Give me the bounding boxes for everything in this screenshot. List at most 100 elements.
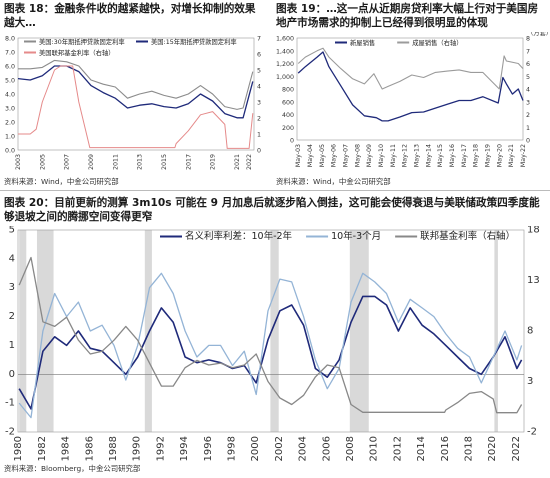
y-left-tick-label: 1.0 <box>5 134 15 141</box>
x-tick-label: May-10 <box>378 144 385 167</box>
x-tick-label: 2010 <box>369 436 380 461</box>
legend-label: 新屋销售 <box>350 38 375 47</box>
plot-frame <box>17 37 255 151</box>
x-tick-label: 2022 <box>511 436 522 461</box>
series-line <box>17 65 254 119</box>
y-left-tick-label: 6.0 <box>5 64 15 71</box>
y-right-tick-label: 8 <box>526 36 530 43</box>
x-tick-label: May-11 <box>390 144 397 167</box>
y-right-tick-label: 5 <box>526 74 530 81</box>
x-tick-label: May-18 <box>473 144 480 167</box>
x-tick-label: May-12 <box>402 144 409 167</box>
legend-label: 名义利率利差：10年-2年 <box>185 230 293 242</box>
y-right-tick-label: 7 <box>257 36 261 43</box>
legend-label: 10年-3个月 <box>331 230 381 242</box>
y-left-tick-label: 1,600 <box>276 36 294 43</box>
y-right-tick-label: 4 <box>257 84 261 91</box>
x-tick-label: 1990 <box>132 436 143 461</box>
x-tick-label: 1996 <box>203 436 214 461</box>
x-tick-label: 2012 <box>392 436 403 461</box>
x-tick-label: 1994 <box>179 436 190 461</box>
y-left-tick-label: 5 <box>9 226 15 236</box>
recession-band <box>144 230 152 432</box>
figure19-title: 图表 19：…这一点从近期房贷利率大幅上行对于美国房地产市场需求的抑制上已经得到… <box>276 3 539 29</box>
y-right-tick-label: 13 <box>527 275 540 286</box>
figure18-chart: 0.0 1.0 2.0 3.0 4.0 5.0 6.0 7.0 8.0 0 1 2 3 4 5 6 7 2003 2… <box>5 36 261 171</box>
x-tick-label: 2011 <box>112 154 119 170</box>
divider <box>0 190 550 191</box>
x-tick-label: 2021 <box>234 154 241 170</box>
figure19-chart: 0 200 400 600 800 1,000 1,200 1,400 1,600 0 1 2 3 4 5 6… <box>276 32 550 167</box>
x-tick-label: May-05 <box>319 144 326 167</box>
y-right-unit: （万套） <box>527 32 550 37</box>
x-tick-label: 2019 <box>210 154 217 170</box>
x-tick-label: 2018 <box>463 436 474 461</box>
series-line <box>297 47 524 90</box>
y-right-tick-label: 0 <box>257 148 261 155</box>
x-tick-label: May-16 <box>449 144 456 167</box>
y-left-tick-label: 4.0 <box>5 92 15 99</box>
y-left-tick-label: 800 <box>282 87 294 94</box>
legend-label: 美国联邦基金利率（右轴） <box>39 48 115 57</box>
x-tick-label: May-09 <box>366 144 373 167</box>
y-left-tick-label: 1,400 <box>276 48 294 55</box>
y-left-tick-label: 0.0 <box>5 148 15 155</box>
x-tick-label: May-08 <box>354 144 361 167</box>
y-right-tick-label: 7 <box>526 48 530 55</box>
x-tick-label: May-22 <box>520 144 527 167</box>
x-tick-label: 2015 <box>161 154 168 170</box>
x-tick-label: May-19 <box>485 144 492 167</box>
x-tick-label: May-06 <box>331 144 338 167</box>
y-left-tick-label: 2.0 <box>5 120 15 127</box>
figure20-title: 图表 20：目前更新的测算 3m10s 可能在 9 月加息后就逐步陷入倒挂，这可… <box>4 197 540 223</box>
x-tick-label: 2020 <box>487 436 498 461</box>
y-left-tick-label: 600 <box>282 99 294 106</box>
x-tick-label: 1988 <box>108 436 119 461</box>
x-tick-label: 2007 <box>64 154 71 170</box>
y-left-tick-label: 1,000 <box>276 74 294 81</box>
series-line <box>18 59 254 110</box>
y-left-tick-label: 8.0 <box>5 36 15 43</box>
y-right-tick-label: 8 <box>527 326 533 337</box>
series-line <box>297 51 524 122</box>
y-left-tick-label: 4 <box>9 253 15 264</box>
y-left-tick-label: 1 <box>9 340 15 351</box>
series-line <box>18 65 254 149</box>
y-right-tick-label: 18 <box>527 226 540 236</box>
y-left-tick-label: -2 <box>5 427 15 438</box>
recession-band <box>19 230 27 432</box>
x-tick-label: May-04 <box>307 144 314 167</box>
figure20-chart: -2 -1 0 1 2 3 4 5 -2 3 8 13 18 1980 1982 1984 1986 1988 19… <box>5 226 540 461</box>
y-left-tick-label: 7.0 <box>5 50 15 57</box>
recession-band <box>270 230 279 432</box>
x-tick-label: 1982 <box>37 436 48 461</box>
series-line <box>18 256 523 414</box>
x-tick-label: 2002 <box>274 436 285 461</box>
x-tick-label: May-13 <box>414 144 421 167</box>
figure18-title: 图表 18：金融条件收的越紧越快，对增长抑制的效果越大… <box>4 3 256 29</box>
y-left-tick-label: 0 <box>9 369 15 380</box>
x-tick-label: 1992 <box>155 436 166 461</box>
x-tick-label: 2006 <box>321 436 332 461</box>
x-tick-label: 1980 <box>13 436 24 461</box>
x-tick-label: May-07 <box>343 144 350 167</box>
y-left-tick-label: 400 <box>282 112 294 119</box>
x-tick-label: 1986 <box>84 436 95 461</box>
x-tick-label: 2008 <box>345 436 356 461</box>
x-tick-label: 2004 <box>298 436 309 461</box>
y-left-tick-label: -1 <box>5 398 15 409</box>
series-line <box>18 295 523 410</box>
x-tick-label: 2016 <box>440 436 451 461</box>
x-tick-label: 2000 <box>250 436 261 461</box>
x-tick-label: 2014 <box>416 436 427 461</box>
x-tick-label: May-21 <box>508 144 515 167</box>
y-right-tick-label: 3 <box>257 100 261 107</box>
recession-band <box>494 230 498 432</box>
y-right-tick-label: 2 <box>257 116 261 123</box>
y-right-tick-label: 1 <box>526 125 530 132</box>
y-right-tick-label: 2 <box>526 112 530 119</box>
recession-band <box>349 230 369 432</box>
y-right-tick-label: -2 <box>527 427 537 438</box>
x-tick-label: May-20 <box>496 144 503 167</box>
y-right-tick-label: 1 <box>257 132 261 139</box>
